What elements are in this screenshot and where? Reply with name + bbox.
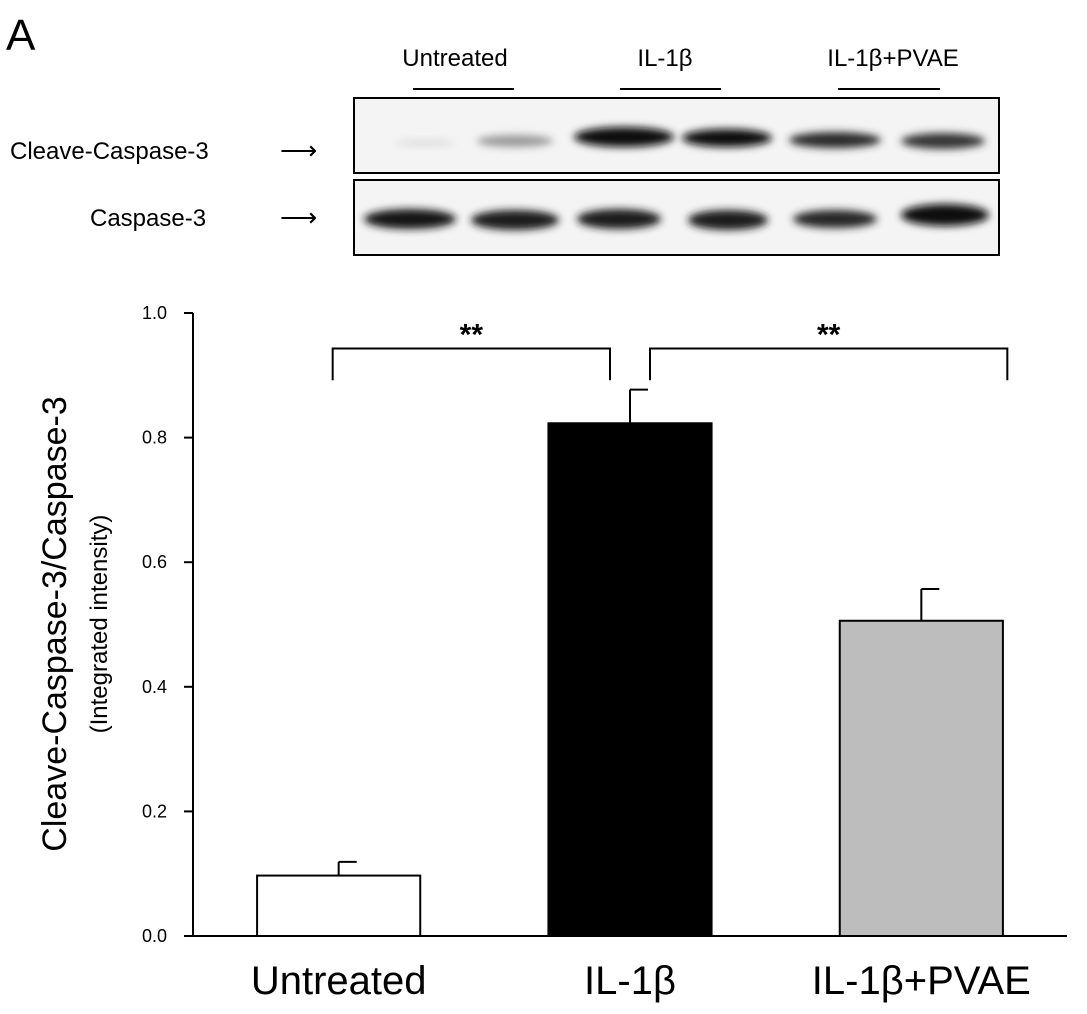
band [577, 209, 661, 229]
blot-row-label-total: Caspase-3 [90, 205, 206, 232]
band [574, 127, 674, 147]
y-tick-label: 1.0 [142, 303, 167, 323]
x-tick-label: IL-1β [584, 959, 676, 1003]
blot-arrow-total: ⟶ [280, 202, 317, 232]
y-tick-label: 0.8 [142, 428, 167, 448]
y-ticks: 0.0 0.2 0.4 0.6 0.8 1.0 [142, 303, 193, 946]
y-tick-label: 0.6 [142, 552, 167, 572]
blot-label-il1b: IL-1β [637, 45, 692, 72]
band [901, 204, 989, 226]
band [789, 132, 881, 148]
band [364, 209, 456, 229]
blot-strip-total [353, 179, 1000, 256]
blot-group-labels: Untreated IL-1β IL-1β+PVAE [402, 45, 959, 90]
y-tick-label: 0.4 [142, 677, 167, 697]
band [793, 210, 877, 228]
blot-label-il1b-pvae: IL-1β+PVAE [827, 45, 958, 72]
y-axis-title: Cleave-Caspase-3/Caspase-3 [36, 396, 74, 851]
x-tick-labels: Untreated IL-1β IL-1β+PVAE [251, 959, 1031, 1003]
panel-label: A [6, 11, 36, 60]
band [682, 129, 772, 147]
blot-strip-total-frame [353, 179, 1000, 256]
band [901, 133, 985, 149]
bar [838, 619, 1004, 938]
error-bars [337, 388, 940, 876]
blot-arrow-cleaved: ⟶ [280, 135, 317, 165]
significance-brackets: ** ** [331, 319, 1009, 381]
blot-strip-cleaved-frame [353, 97, 1000, 174]
y-tick-label: 0.0 [142, 926, 167, 946]
band [395, 140, 455, 146]
y-tick-label: 0.2 [142, 801, 167, 821]
bars [256, 422, 1004, 938]
band [477, 135, 553, 147]
x-tick-label: IL-1β+PVAE [812, 959, 1031, 1003]
significance-label: ** [817, 319, 841, 352]
bar [256, 874, 422, 937]
x-tick-label: Untreated [251, 959, 427, 1003]
significance-bracket [331, 347, 611, 381]
bar [547, 422, 713, 937]
blot-strip-cleaved [353, 97, 1000, 174]
significance-label: ** [460, 319, 484, 352]
blot-label-untreated: Untreated [402, 45, 507, 72]
blot-row-label-cleaved: Cleave-Caspase-3 [10, 138, 209, 165]
y-axis-subtitle: (Integrated intensity) [86, 515, 113, 734]
band [688, 210, 768, 230]
significance-bracket [649, 347, 1009, 381]
band [471, 210, 559, 230]
